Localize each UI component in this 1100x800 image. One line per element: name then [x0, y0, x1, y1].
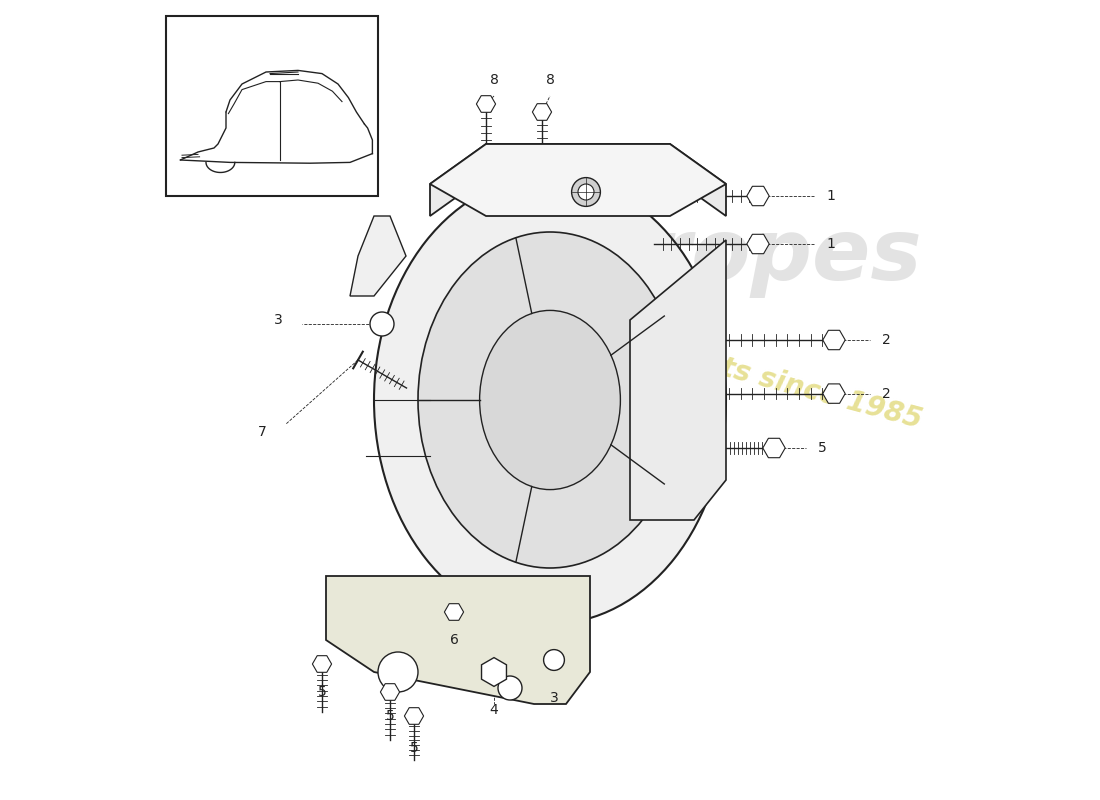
Text: 3: 3	[274, 313, 283, 327]
Polygon shape	[532, 104, 551, 120]
Polygon shape	[630, 240, 726, 520]
Circle shape	[378, 652, 418, 692]
Polygon shape	[747, 234, 769, 254]
Polygon shape	[312, 656, 331, 672]
Text: 2: 2	[882, 386, 891, 401]
Text: 4: 4	[490, 702, 498, 717]
Text: 5: 5	[386, 709, 395, 723]
Text: 8: 8	[546, 73, 554, 87]
Ellipse shape	[480, 310, 620, 490]
Polygon shape	[350, 216, 406, 296]
Polygon shape	[430, 144, 726, 216]
FancyBboxPatch shape	[166, 16, 378, 196]
Text: 1: 1	[826, 189, 835, 203]
Polygon shape	[747, 186, 769, 206]
Polygon shape	[476, 96, 496, 112]
Circle shape	[578, 184, 594, 200]
Polygon shape	[430, 144, 726, 216]
Text: a passion for parts since 1985: a passion for parts since 1985	[462, 286, 925, 434]
Polygon shape	[823, 384, 845, 403]
Polygon shape	[326, 576, 590, 704]
Circle shape	[572, 178, 601, 206]
Text: 7: 7	[257, 425, 266, 439]
Text: 8: 8	[490, 73, 498, 87]
Polygon shape	[762, 438, 785, 458]
Text: 3: 3	[550, 690, 559, 705]
Text: 6: 6	[450, 633, 459, 647]
Ellipse shape	[374, 176, 726, 624]
Text: 5: 5	[318, 685, 327, 699]
Circle shape	[370, 312, 394, 336]
Text: 5: 5	[409, 741, 418, 755]
Text: 5: 5	[818, 441, 827, 455]
Circle shape	[543, 650, 564, 670]
Polygon shape	[405, 708, 424, 724]
Polygon shape	[823, 330, 845, 350]
Ellipse shape	[418, 232, 682, 568]
Text: 1: 1	[826, 237, 835, 251]
Text: europes: europes	[530, 214, 922, 298]
Polygon shape	[381, 684, 399, 700]
Circle shape	[498, 676, 522, 700]
Text: 2: 2	[882, 333, 891, 347]
Polygon shape	[444, 604, 463, 620]
